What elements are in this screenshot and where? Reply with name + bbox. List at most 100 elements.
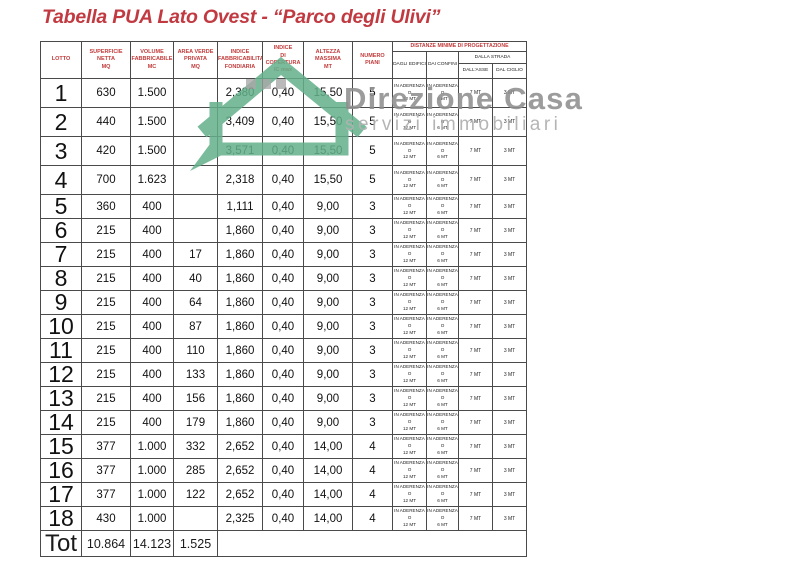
cell-volume: 400: [130, 266, 174, 291]
cell-dall-asse: 7 MT: [458, 458, 493, 483]
cell-dagli-edifici: IN ADERENZA O 12 MT: [392, 362, 427, 387]
cell-piani: 3: [352, 242, 393, 267]
cell-indice-fabbricabilita: 2,325: [217, 506, 263, 531]
cell-indice-copertura: 0,40: [262, 218, 304, 243]
cell-altezza: 9,00: [303, 242, 353, 267]
cell-altezza: 9,00: [303, 218, 353, 243]
cell-altezza: 9,00: [303, 290, 353, 315]
cell-altezza: 15,50: [303, 136, 353, 166]
cell-area-verde: 133: [173, 362, 218, 387]
cell-lotto: 14: [40, 410, 82, 435]
cell-altezza: 14,00: [303, 458, 353, 483]
cell-superficie: 215: [81, 242, 131, 267]
cell-area-verde: [173, 194, 218, 219]
cell-area-verde: 40: [173, 266, 218, 291]
cell-altezza: 15,50: [303, 78, 353, 108]
cell-dai-confini: IN ADERENZA O 6 MT: [426, 194, 459, 219]
cell-altezza: 9,00: [303, 410, 353, 435]
cell-dagli-edifici: IN ADERENZA O 12 MT: [392, 136, 427, 166]
cell-volume: 400: [130, 194, 174, 219]
cell-dai-confini: IN ADERENZA O 6 MT: [426, 410, 459, 435]
cell-altezza: 14,00: [303, 482, 353, 507]
cell-dagli-edifici: IN ADERENZA O 12 MT: [392, 482, 427, 507]
cell-lotto: 6: [40, 218, 82, 243]
cell-dall-asse: 7 MT: [458, 434, 493, 459]
cell-dai-confini: IN ADERENZA O 6 MT: [426, 362, 459, 387]
cell-superficie: 420: [81, 136, 131, 166]
cell-indice-fabbricabilita: 1,860: [217, 242, 263, 267]
cell-dall-asse: 7 MT: [458, 266, 493, 291]
col-header-indice-copertura: INDICE DI COPERTURA IC max: [262, 41, 304, 79]
cell-dagli-edifici: IN ADERENZA O 12 MT: [392, 410, 427, 435]
cell-dagli-edifici: IN ADERENZA O 12 MT: [392, 290, 427, 315]
cell-superficie: 215: [81, 314, 131, 339]
cell-dai-confini: IN ADERENZA O 6 MT: [426, 78, 459, 108]
cell-dai-confini: IN ADERENZA O 6 MT: [426, 266, 459, 291]
cell-volume: 400: [130, 338, 174, 363]
cell-indice-fabbricabilita: 1,111: [217, 194, 263, 219]
cell-superficie: 430: [81, 506, 131, 531]
cell-superficie: 215: [81, 218, 131, 243]
cell-dagli-edifici: IN ADERENZA O 12 MT: [392, 218, 427, 243]
cell-indice-copertura: 0,40: [262, 314, 304, 339]
cell-piani: 5: [352, 107, 393, 137]
cell-dall-asse: 7 MT: [458, 290, 493, 315]
cell-indice-fabbricabilita: 1,860: [217, 218, 263, 243]
table-row: 11 215 400 110 1,860 0,40 9,00 3 IN ADERENZA O 1…: [40, 338, 528, 363]
cell-dall-asse: 7 MT: [458, 194, 493, 219]
cell-dai-confini: IN ADERENZA O 6 MT: [426, 338, 459, 363]
cell-dall-asse: 7 MT: [458, 136, 493, 166]
cell-indice-copertura: 0,40: [262, 78, 304, 108]
total-superficie: 10.864: [81, 530, 131, 557]
cell-dai-confini: IN ADERENZA O 6 MT: [426, 386, 459, 411]
page-title: Tabella PUA Lato Ovest - “Parco degli Ul…: [42, 6, 441, 28]
cell-dagli-edifici: IN ADERENZA O 12 MT: [392, 165, 427, 195]
cell-area-verde: 87: [173, 314, 218, 339]
cell-dal-ciglio: 3 MT: [491, 362, 528, 387]
cell-superficie: 215: [81, 290, 131, 315]
table-row: 8 215 400 40 1,860 0,40 9,00 3 IN ADERENZA O 12 …: [40, 266, 528, 291]
cell-indice-fabbricabilita: 2,380: [217, 78, 263, 108]
table-row: 3 420 1.500 3,571 0,40 15,50 5 IN ADERENZA O 12…: [40, 136, 528, 166]
table-row: 15 377 1.000 332 2,652 0,40 14,00 4 IN ADERENZA …: [40, 434, 528, 459]
cell-dal-ciglio: 3 MT: [491, 506, 528, 531]
cell-dal-ciglio: 3 MT: [491, 458, 528, 483]
cell-indice-fabbricabilita: 3,571: [217, 136, 263, 166]
cell-dal-ciglio: 3 MT: [491, 165, 528, 195]
cell-piani: 3: [352, 266, 393, 291]
cell-volume: 400: [130, 242, 174, 267]
cell-piani: 3: [352, 314, 393, 339]
cell-area-verde: 110: [173, 338, 218, 363]
cell-indice-copertura: 0,40: [262, 482, 304, 507]
cell-lotto: 15: [40, 434, 82, 459]
cell-indice-copertura: 0,40: [262, 107, 304, 137]
cell-superficie: 215: [81, 386, 131, 411]
col-header-dalla-strada: DALLA STRADA: [457, 51, 528, 64]
table-body: 1 630 1.500 2,380 0,40 15,50 5 IN ADERENZA O 12…: [40, 78, 528, 531]
cell-volume: 400: [130, 218, 174, 243]
cell-altezza: 9,00: [303, 338, 353, 363]
col-header-volume: VOLUME FABBRICABILE MC: [130, 41, 174, 79]
cell-dall-asse: 7 MT: [458, 107, 493, 137]
cell-superficie: 377: [81, 434, 131, 459]
cell-piani: 4: [352, 458, 393, 483]
cell-volume: 400: [130, 362, 174, 387]
total-volume: 14.123: [130, 530, 174, 557]
cell-dal-ciglio: 3 MT: [491, 410, 528, 435]
cell-volume: 400: [130, 290, 174, 315]
table-row: 9 215 400 64 1,860 0,40 9,00 3 IN ADERENZA O 12 …: [40, 290, 528, 315]
cell-lotto: 16: [40, 458, 82, 483]
cell-piani: 3: [352, 410, 393, 435]
cell-dai-confini: IN ADERENZA O 6 MT: [426, 218, 459, 243]
table-row: 12 215 400 133 1,860 0,40 9,00 3 IN ADERENZA O 1…: [40, 362, 528, 387]
cell-area-verde: 285: [173, 458, 218, 483]
cell-dal-ciglio: 3 MT: [491, 290, 528, 315]
cell-dagli-edifici: IN ADERENZA O 12 MT: [392, 107, 427, 137]
cell-indice-fabbricabilita: 1,860: [217, 410, 263, 435]
cell-indice-fabbricabilita: 1,860: [217, 266, 263, 291]
cell-area-verde: [173, 506, 218, 531]
cell-dall-asse: 7 MT: [458, 338, 493, 363]
cell-lotto: 10: [40, 314, 82, 339]
cell-dall-asse: 7 MT: [458, 386, 493, 411]
cell-superficie: 377: [81, 482, 131, 507]
